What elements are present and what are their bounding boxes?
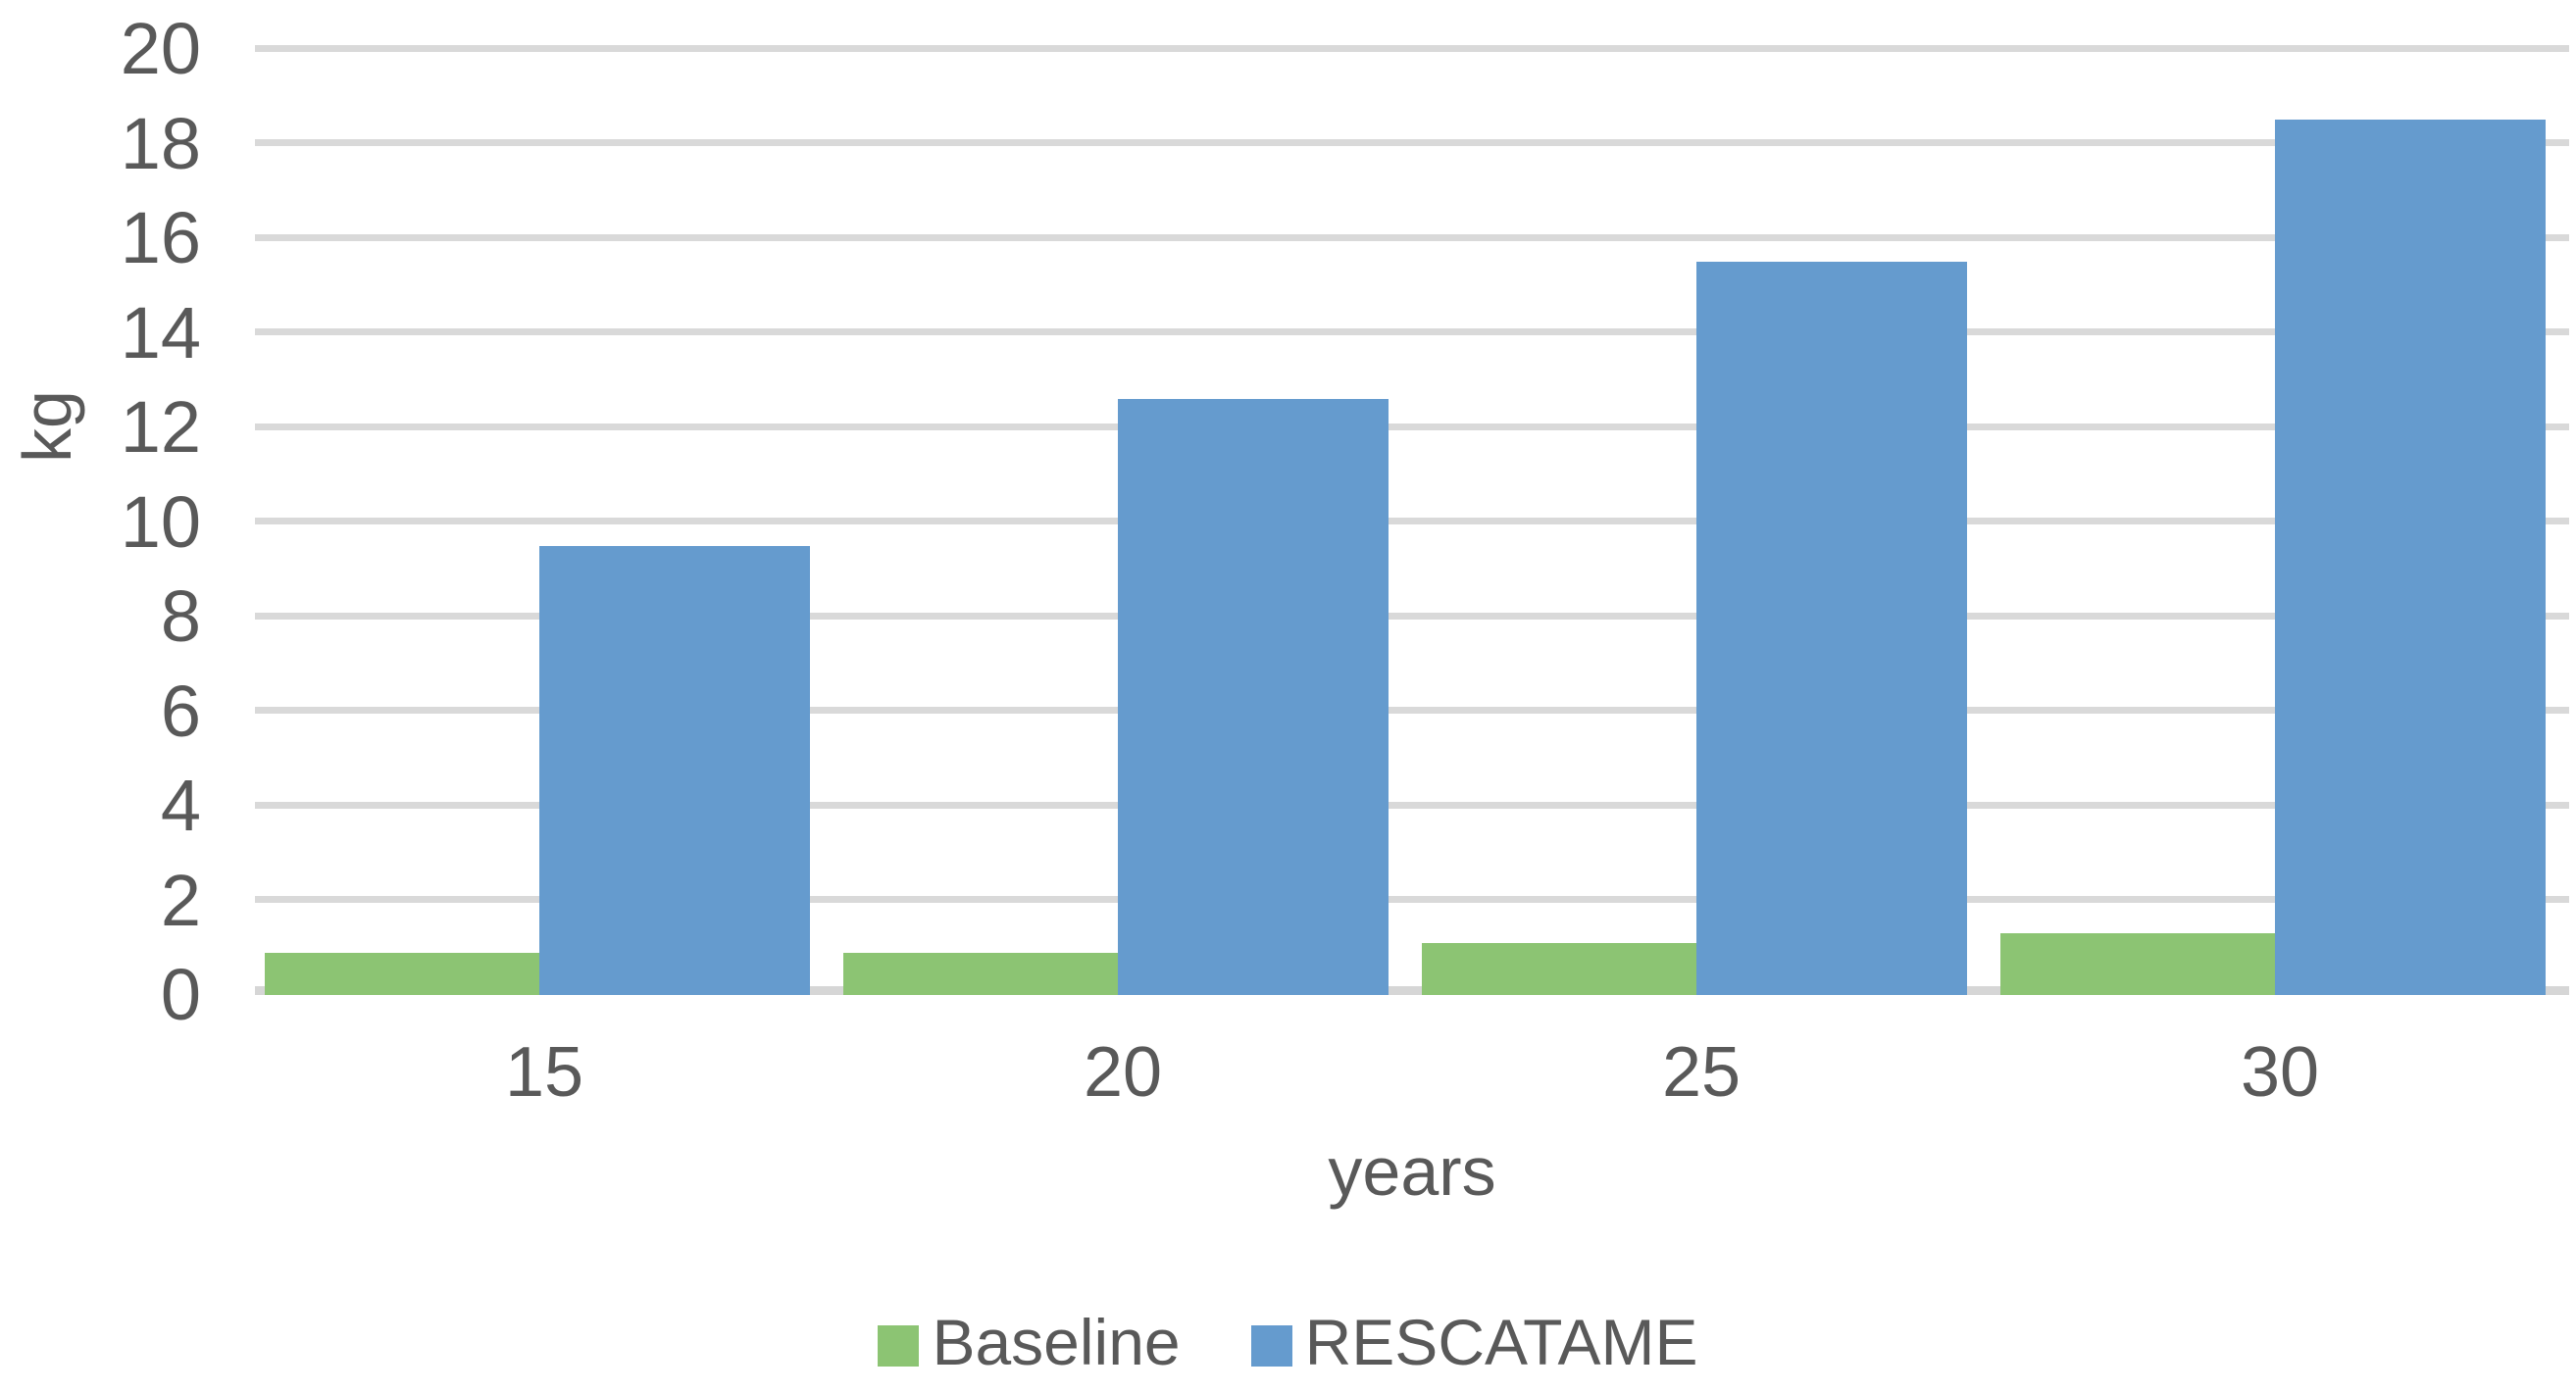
x-tick-label: 30 <box>2240 1033 2320 1112</box>
gridline <box>255 234 2569 241</box>
x-tick-label: 15 <box>504 1033 584 1112</box>
y-tick-label: 6 <box>160 671 201 752</box>
y-tick-label: 4 <box>160 765 201 846</box>
y-tick-label: 14 <box>120 292 201 373</box>
gridline <box>255 423 2569 430</box>
legend-swatch-icon <box>878 1325 920 1367</box>
gridline <box>255 896 2569 903</box>
legend-label: Baseline <box>932 1306 1181 1378</box>
y-tick-label: 0 <box>160 954 201 1035</box>
gridline <box>255 328 2569 335</box>
gridline <box>255 45 2569 52</box>
y-tick-label: 18 <box>120 103 201 184</box>
y-tick-label: 20 <box>120 8 201 89</box>
legend: Baseline RESCATAME <box>0 1310 2576 1374</box>
plot-area <box>255 45 2569 995</box>
x-axis-baseline <box>255 986 2569 995</box>
bar-baseline <box>265 953 539 995</box>
x-tick-label: 25 <box>1661 1033 1742 1112</box>
y-tick-label: 16 <box>120 197 201 278</box>
x-axis-tick-labels: 15 20 25 30 <box>255 1037 2569 1125</box>
gridline <box>255 139 2569 146</box>
y-tick-label: 10 <box>120 481 201 563</box>
y-axis-tick-labels: 0 2 4 6 8 10 12 14 16 18 20 <box>0 13 201 1031</box>
bar-baseline <box>2000 933 2275 995</box>
y-tick-label: 8 <box>160 575 201 657</box>
bar-baseline <box>1422 943 1696 995</box>
y-tick-label: 2 <box>160 860 201 941</box>
y-tick-label: 12 <box>120 386 201 468</box>
legend-item-rescatame: RESCATAME <box>1250 1306 1698 1378</box>
gridline <box>255 518 2569 524</box>
bar-rescatame <box>539 546 810 995</box>
bar-baseline <box>843 953 1118 995</box>
gridline <box>255 707 2569 714</box>
bar-rescatame <box>2275 120 2546 995</box>
gridline <box>255 802 2569 809</box>
legend-label: RESCATAME <box>1304 1306 1698 1378</box>
gridline <box>255 613 2569 620</box>
x-tick-label: 20 <box>1083 1033 1163 1112</box>
bar-rescatame <box>1118 399 1389 995</box>
legend-swatch-icon <box>1250 1325 1292 1367</box>
legend-item-baseline: Baseline <box>878 1306 1181 1378</box>
bar-rescatame <box>1696 262 1967 995</box>
x-axis-title: years <box>1328 1133 1496 1210</box>
